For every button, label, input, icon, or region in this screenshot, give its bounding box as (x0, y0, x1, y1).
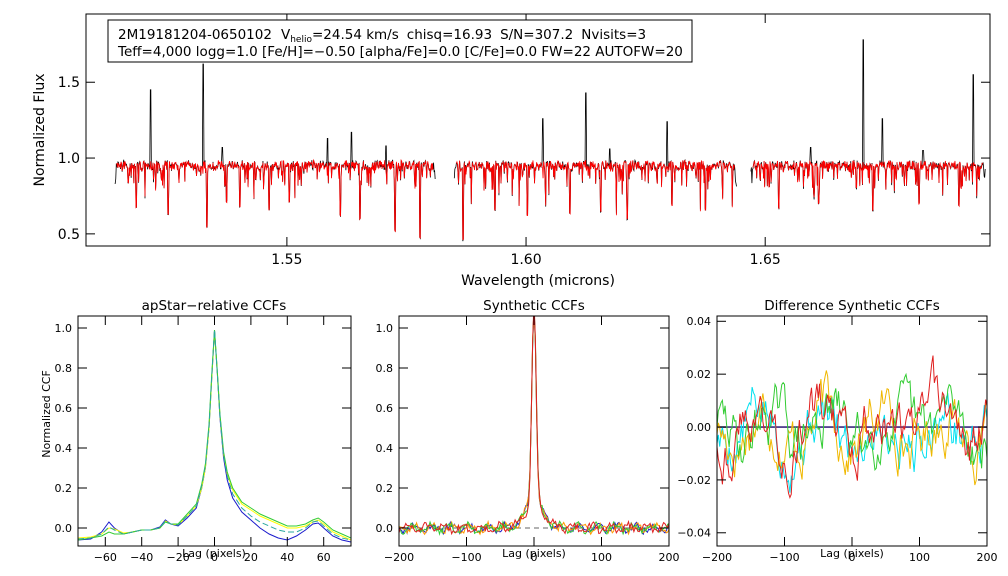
apstar-ccf-series-group (78, 329, 351, 543)
apstar-ccf-y-axis-label: Normalized CCF (40, 370, 53, 458)
spectrum-x-tick-label: 1.65 (750, 252, 781, 268)
vhelio-subscript: helio (290, 35, 312, 45)
apstar-ccf-y-tick-label: 0.0 (55, 522, 73, 535)
difference-ccf-y-tick-label: −0.04 (677, 527, 711, 540)
spectrum-y-tick-label: 1.5 (58, 75, 80, 91)
spectrum-y-tick-label: 0.5 (58, 227, 80, 243)
synthetic-ccf-panel: −200 −100 0 100 200 0.0 0.2 0.4 0.6 0.8 1.0 Synthe… (376, 298, 680, 564)
spectrum-y-axis-label: Normalized Flux (32, 74, 48, 187)
apstar-ccf-x-axis-label: Lag (pixels) (182, 547, 246, 560)
vhelio-value: =24.54 km/s (312, 27, 399, 43)
star-id: 2M19181204-0650102 (118, 27, 272, 43)
apstar-ccf-axis-ticks: −60 −40 −20 0 20 40 60 0.0 0.2 0.4 0.6 0.8 1.0 (55, 316, 351, 564)
synthetic-ccf-lines (399, 316, 669, 537)
difference-ccf-y-tick-label: 0.02 (687, 368, 712, 381)
difference-ccf-x-tick-label: −100 (769, 551, 799, 564)
spectrum-x-axis-label: Wavelength (microns) (461, 273, 615, 289)
signal-to-noise: S/N=307.2 (500, 27, 573, 43)
apstar-ccf-title: apStar−relative CCFs (142, 298, 287, 314)
synthetic-ccf-y-tick-label: 0.4 (376, 442, 394, 455)
difference-ccf-y-tick-label: 0.04 (687, 315, 712, 328)
spectrum-info-line-1: 2M19181204-0650102 Vhelio=24.54 km/s chisq… (118, 27, 646, 45)
spectrum-x-tick-label: 1.60 (510, 252, 541, 268)
apstar-ccf-y-tick-label: 1.0 (55, 322, 73, 335)
spectrum-axis-ticks: 1.55 1.60 1.65 0.5 1.0 1.5 (58, 14, 990, 268)
difference-ccf-axis-ticks: −200 −100 0 100 200 −0.04 −0.02 0.00 0.02 0.04 (677, 315, 997, 564)
synthetic-ccf-x-tick-label: 100 (591, 551, 612, 564)
synthetic-ccf-axis-ticks: −200 −100 0 100 200 0.0 0.2 0.4 0.6 0.8 1.0 (376, 316, 680, 564)
apstar-ccf-x-tick-label: 60 (317, 551, 331, 564)
apstar-ccf-panel: −60 −40 −20 0 20 40 60 0.0 0.2 0.4 0.6 0.8 1.0 apSta… (40, 298, 352, 564)
difference-ccf-visit-4-line (717, 355, 987, 500)
apstar-ccf-x-tick-label: −40 (130, 551, 153, 564)
difference-ccf-x-tick-label: −200 (702, 551, 732, 564)
spectrum-series-group (114, 39, 986, 242)
synthetic-ccf-y-tick-label: 0.2 (376, 482, 394, 495)
spectrum-plot-frame (85, 13, 991, 247)
chisq-value: chisq=16.93 (407, 27, 492, 43)
synthetic-ccf-x-tick-label: −100 (451, 551, 481, 564)
difference-ccf-x-tick-label: 200 (977, 551, 998, 564)
synthetic-ccf-y-tick-label: 1.0 (376, 322, 394, 335)
apstar-ccf-y-tick-label: 0.6 (55, 402, 73, 415)
apstar-ccf-y-tick-label: 0.4 (55, 442, 73, 455)
spectrum-info-box (107, 19, 693, 63)
synthetic-ccf-series-group (399, 316, 669, 537)
apstar-ccf-y-tick-label: 0.8 (55, 362, 73, 375)
apstar-ccf-combined-line (78, 329, 351, 541)
difference-ccf-x-tick-label: 100 (909, 551, 930, 564)
spectrum-x-tick-label: 1.55 (271, 252, 302, 268)
synthetic-ccf-visit-2-line (399, 316, 669, 536)
model-spectrum-line (456, 159, 735, 241)
apstar-ccf-x-tick-label: 20 (244, 551, 258, 564)
synthetic-ccf-x-tick-label: −200 (384, 551, 414, 564)
synthetic-ccf-y-tick-label: 0.6 (376, 402, 394, 415)
apstar-ccf-x-tick-label: −60 (94, 551, 117, 564)
synthetic-ccf-x-axis-label: Lag (pixels) (502, 547, 566, 560)
spectrum-y-tick-label: 1.0 (58, 151, 80, 167)
synthetic-ccf-y-tick-label: 0.8 (376, 362, 394, 375)
difference-ccf-y-tick-label: 0.00 (687, 421, 712, 434)
apstar-ccf-lines (78, 329, 351, 543)
difference-ccf-y-tick-label: −0.02 (677, 474, 711, 487)
synthetic-ccf-x-tick-label: 200 (659, 551, 680, 564)
synthetic-ccf-visit-4-line (399, 316, 669, 536)
synthetic-ccf-title: Synthetic CCFs (483, 298, 585, 314)
stellar-parameters-line: Teff=4,000 logg=1.0 [Fe/H]=−0.50 [alpha/… (117, 44, 683, 60)
apstar-ccf-x-tick-label: 40 (280, 551, 294, 564)
difference-ccf-lines (717, 355, 987, 500)
apstar-ccf-x-tick-label: −20 (166, 551, 189, 564)
difference-ccf-x-tick-label: 0 (849, 551, 856, 564)
spectrum-panel: 1.55 1.60 1.65 0.5 1.0 1.5 2M19181204-0650102… (32, 13, 991, 289)
model-spectrum-line (752, 159, 984, 212)
difference-ccf-panel: −200 −100 0 100 200 −0.04 −0.02 0.00 0.02 0.04 Di… (677, 298, 997, 564)
synthetic-ccf-x-tick-label: 0 (531, 551, 538, 564)
difference-ccf-title: Difference Synthetic CCFs (764, 298, 940, 314)
synthetic-ccf-y-tick-label: 0.0 (376, 522, 394, 535)
nvisits-value: Nvisits=3 (581, 27, 646, 43)
vhelio-label: V (281, 27, 291, 43)
difference-ccf-series-group (717, 355, 987, 500)
difference-ccf-x-axis-label: Lag (pixels) (820, 547, 884, 560)
model-spectrum-line (116, 158, 434, 239)
apstar-ccf-y-tick-label: 0.2 (55, 482, 73, 495)
apstar-ccf-x-tick-label: 0 (211, 551, 218, 564)
